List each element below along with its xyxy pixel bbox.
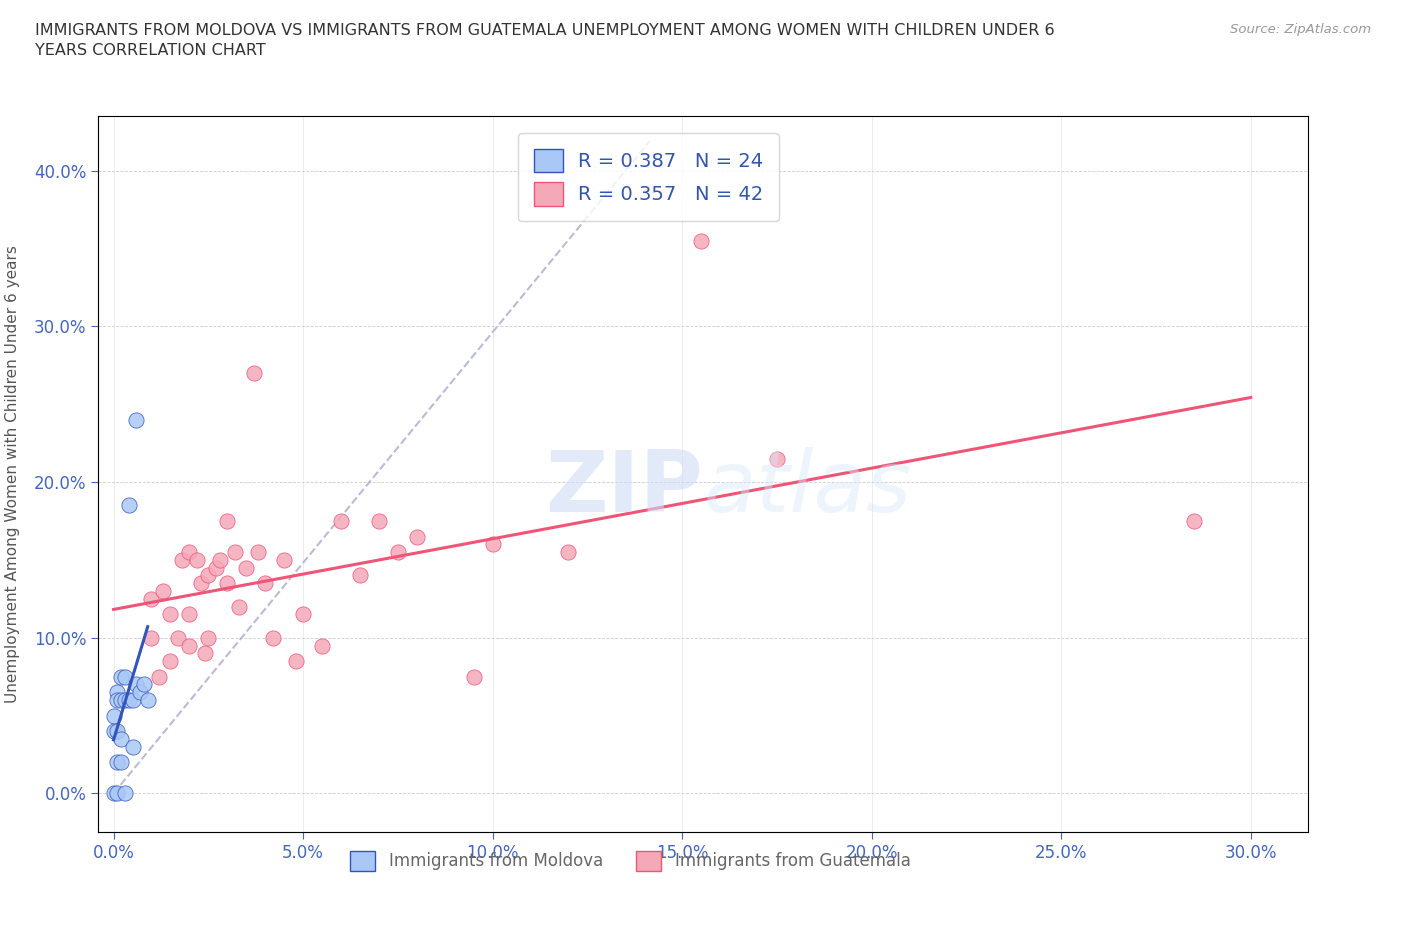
Text: ZIP: ZIP [546, 447, 703, 530]
Point [132, 677, 155, 692]
Point [159, 654, 181, 669]
Point [103, 724, 125, 738]
Point [217, 576, 239, 591]
Point [766, 451, 789, 466]
Point [121, 693, 143, 708]
Point [311, 638, 333, 653]
Point [193, 646, 215, 661]
Point [224, 545, 246, 560]
Point [110, 732, 132, 747]
Point [105, 786, 128, 801]
Point [114, 786, 136, 801]
Point [141, 631, 163, 645]
Point [110, 755, 132, 770]
Point [228, 599, 250, 614]
Text: atlas: atlas [703, 447, 911, 530]
Point [1182, 513, 1205, 528]
Point [167, 631, 190, 645]
Point [235, 560, 257, 575]
Point [463, 670, 485, 684]
Point [170, 552, 193, 567]
Point [141, 591, 163, 606]
Point [205, 560, 228, 575]
Point [190, 576, 212, 591]
Point [136, 693, 159, 708]
Point [103, 786, 125, 801]
Point [349, 568, 371, 583]
Point [197, 568, 219, 583]
Point [110, 693, 132, 708]
Point [292, 607, 315, 622]
Point [330, 513, 353, 528]
Point [125, 677, 148, 692]
Y-axis label: Unemployment Among Women with Children Under 6 years: Unemployment Among Women with Children U… [6, 246, 20, 703]
Point [148, 670, 170, 684]
Point [208, 552, 231, 567]
Point [481, 537, 503, 551]
Point [118, 693, 141, 708]
Point [367, 513, 389, 528]
Point [110, 670, 132, 684]
Point [152, 584, 174, 599]
Point [273, 552, 295, 567]
Point [262, 631, 284, 645]
Point [105, 684, 128, 699]
Point [114, 670, 136, 684]
Point [243, 365, 266, 380]
Point [186, 552, 208, 567]
Point [387, 545, 409, 560]
Point [159, 607, 181, 622]
Point [114, 693, 136, 708]
Point [557, 545, 579, 560]
Point [197, 631, 219, 645]
Point [105, 755, 128, 770]
Point [103, 708, 125, 723]
Point [284, 654, 307, 669]
Point [405, 529, 427, 544]
Text: Source: ZipAtlas.com: Source: ZipAtlas.com [1230, 23, 1371, 36]
Point [129, 684, 152, 699]
Point [217, 513, 239, 528]
Point [179, 545, 201, 560]
Point [246, 545, 269, 560]
Legend: Immigrants from Moldova, Immigrants from Guatemala: Immigrants from Moldova, Immigrants from… [343, 844, 917, 878]
Text: IMMIGRANTS FROM MOLDOVA VS IMMIGRANTS FROM GUATEMALA UNEMPLOYMENT AMONG WOMEN WI: IMMIGRANTS FROM MOLDOVA VS IMMIGRANTS FR… [35, 23, 1054, 58]
Point [179, 638, 201, 653]
Point [125, 412, 148, 427]
Point [690, 233, 713, 248]
Point [179, 607, 201, 622]
Point [254, 576, 277, 591]
Point [105, 693, 128, 708]
Point [121, 739, 143, 754]
Point [118, 498, 141, 512]
Point [105, 724, 128, 738]
